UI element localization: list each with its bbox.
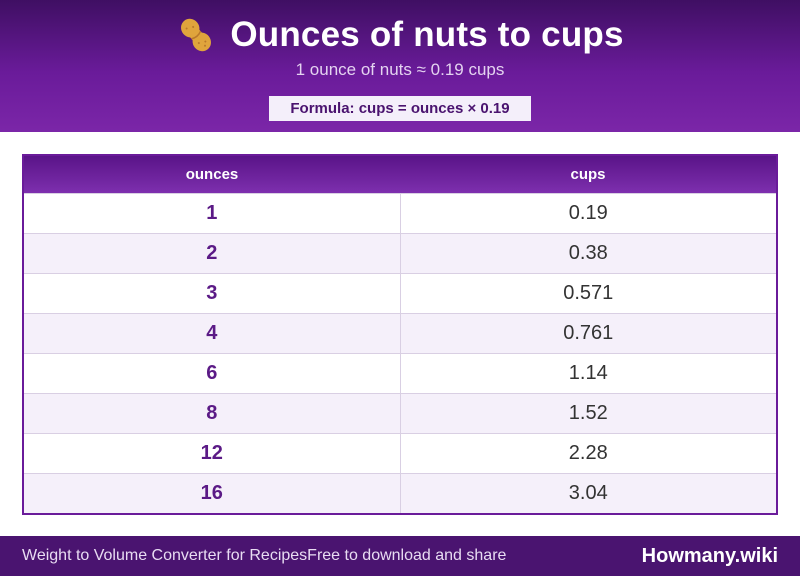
table-row: 2 0.38 — [24, 232, 776, 273]
cups-cell: 0.19 — [400, 192, 776, 233]
cups-cell: 2.28 — [400, 432, 776, 473]
table-row: 1 0.19 — [24, 192, 776, 233]
conversion-table: ounces cups 1 0.19 2 0.38 3 0.571 4 0.76… — [22, 154, 778, 515]
ounces-cell: 8 — [24, 392, 401, 433]
conversion-table-grid: ounces cups 1 0.19 2 0.38 3 0.571 4 0.76… — [24, 156, 776, 513]
column-header-cups: cups — [570, 165, 606, 183]
ounces-cell: 2 — [24, 232, 401, 273]
ounces-cell: 12 — [24, 432, 401, 473]
header-banner: Ounces of nuts to cups 1 ounce of nuts ≈… — [0, 0, 800, 132]
cups-cell: 0.38 — [400, 232, 776, 273]
table-row: 12 2.28 — [24, 432, 776, 473]
cups-cell: 0.761 — [400, 312, 776, 353]
title-row: Ounces of nuts to cups — [0, 13, 800, 57]
ounces-cell: 4 — [24, 312, 401, 353]
ounces-cell: 6 — [24, 352, 401, 393]
table-header-row: ounces cups — [24, 156, 776, 193]
ounces-cell: 1 — [24, 192, 401, 233]
conversion-subtitle: 1 ounce of nuts ≈ 0.19 cups — [295, 60, 505, 79]
peanut-icon — [176, 15, 216, 55]
footer-brand-logo: Howmany.wiki — [641, 544, 778, 567]
footer-share-note: Free to download and share — [307, 547, 507, 564]
table-row: 4 0.761 — [24, 312, 776, 353]
footer-bar: Weight to Volume Converter for Recipes F… — [0, 536, 800, 576]
ounces-cell: 16 — [24, 472, 401, 513]
footer-converter-title: Weight to Volume Converter for Recipes — [22, 547, 308, 564]
column-header-ounces: ounces — [185, 165, 239, 183]
cups-cell: 0.571 — [400, 272, 776, 313]
ounces-cell: 3 — [24, 272, 401, 313]
cups-cell: 3.04 — [400, 472, 776, 513]
table-row: 3 0.571 — [24, 272, 776, 313]
cups-cell: 1.52 — [400, 392, 776, 433]
page-title: Ounces of nuts to cups — [230, 15, 624, 54]
table-row: 8 1.52 — [24, 392, 776, 433]
formula-box: Formula: cups = ounces × 0.19 — [269, 96, 531, 121]
table-row: 16 3.04 — [24, 472, 776, 513]
cups-cell: 1.14 — [400, 352, 776, 393]
table-row: 6 1.14 — [24, 352, 776, 393]
